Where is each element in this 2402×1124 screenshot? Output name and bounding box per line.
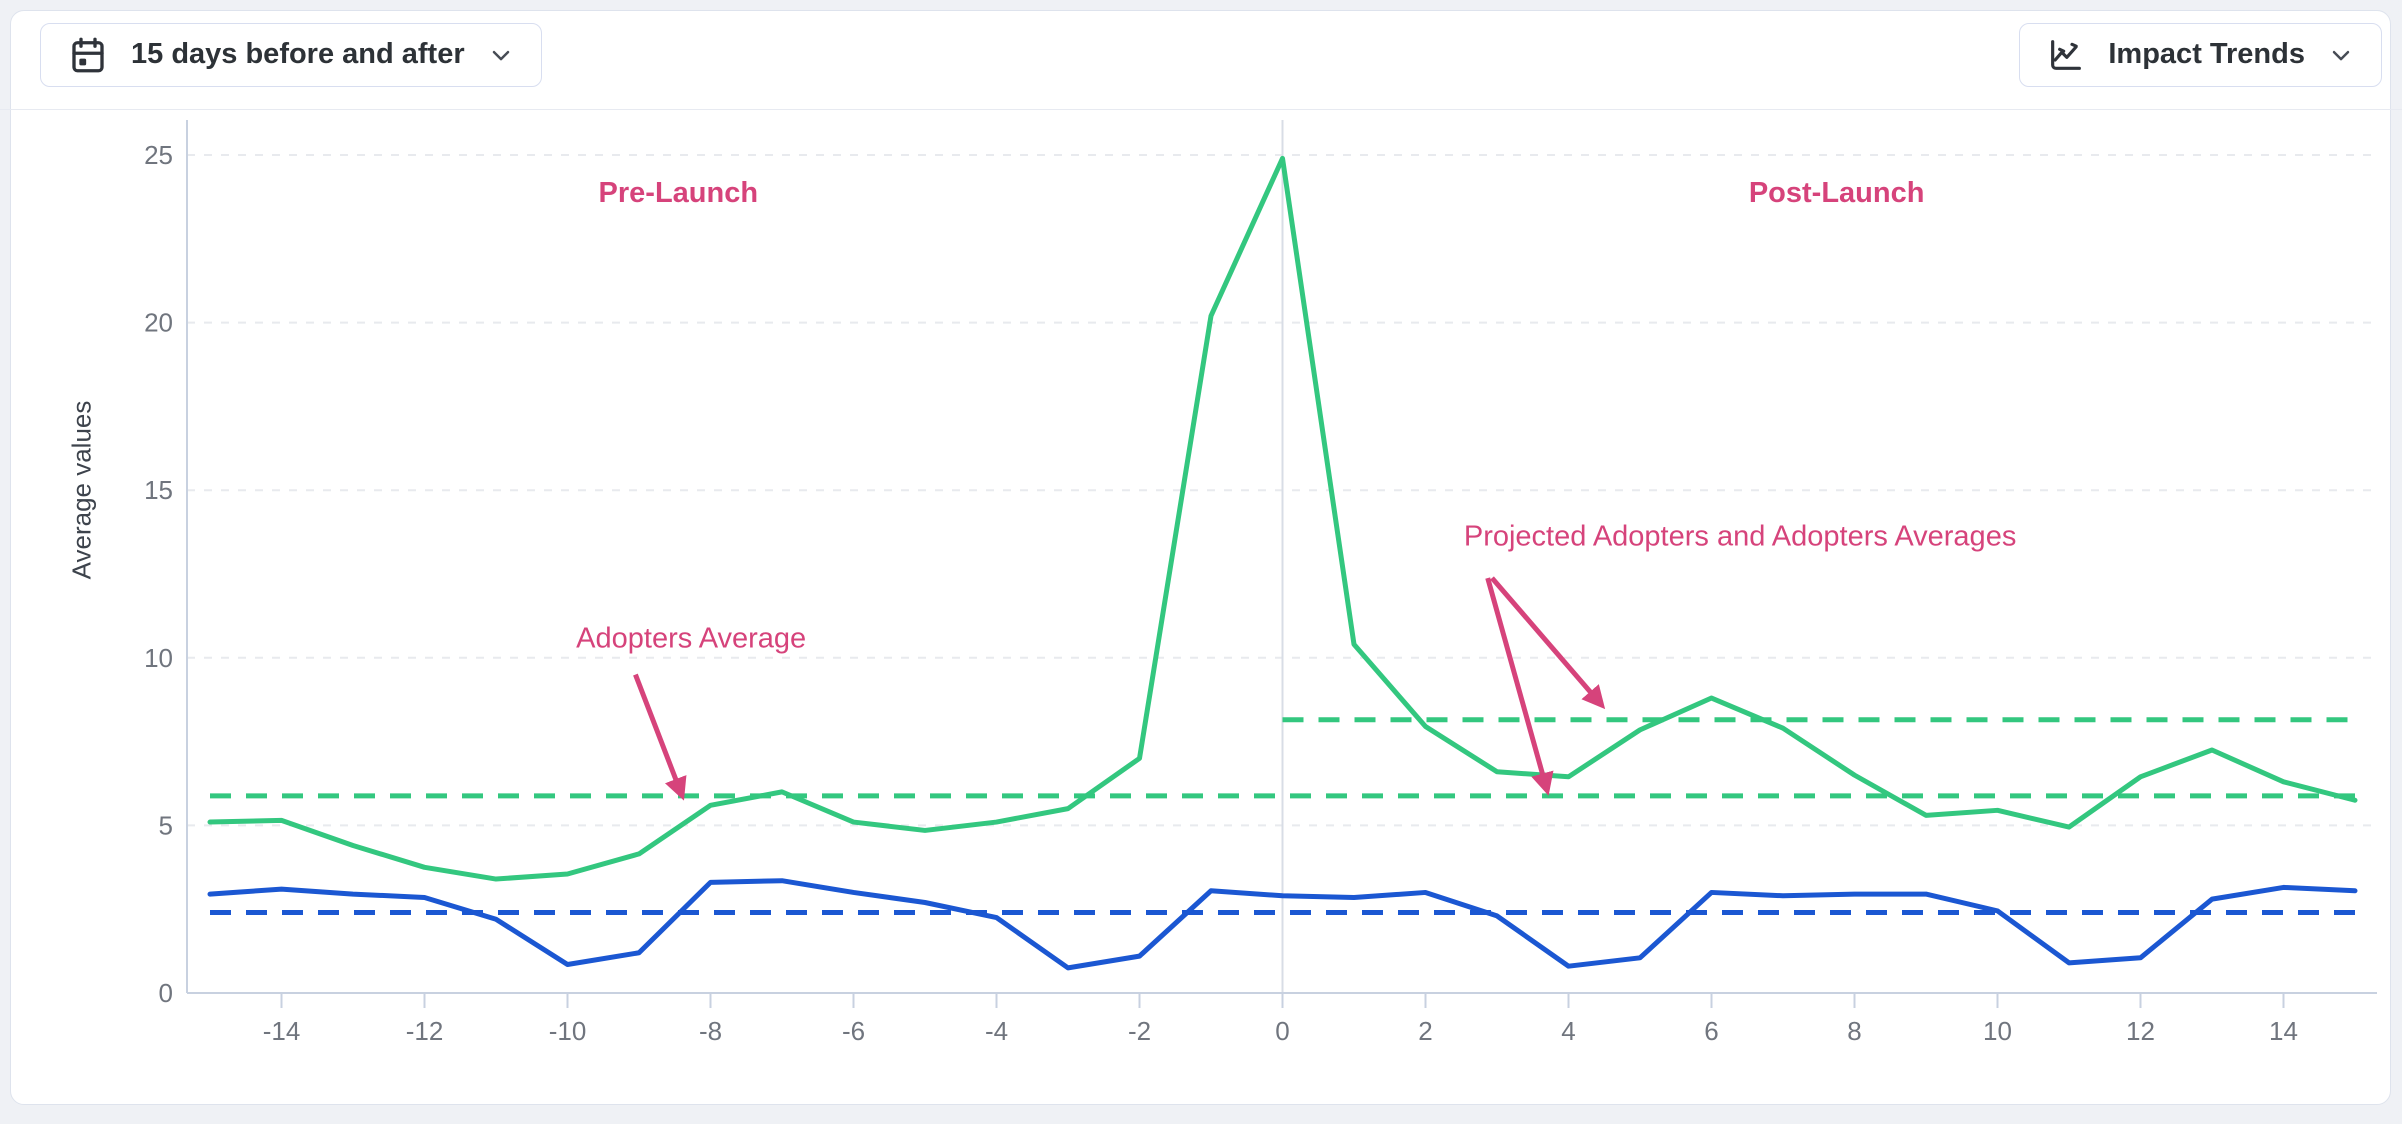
view-selector-label: Impact Trends <box>2108 38 2305 70</box>
chart-toolbar: 15 days before and after Impact Trends <box>0 0 2402 110</box>
chevron-down-icon <box>2332 50 2350 60</box>
calendar-event-icon <box>72 37 104 72</box>
date-range-label: 15 days before and after <box>131 38 465 70</box>
chart-line-icon <box>2051 39 2082 70</box>
view-selector-button[interactable]: Impact Trends <box>2019 22 2382 87</box>
date-range-button[interactable]: 15 days before and after <box>40 22 542 87</box>
chevron-down-icon <box>492 50 509 60</box>
impact-trends-card <box>10 10 2391 1105</box>
y-axis-title: Average values <box>66 400 97 580</box>
